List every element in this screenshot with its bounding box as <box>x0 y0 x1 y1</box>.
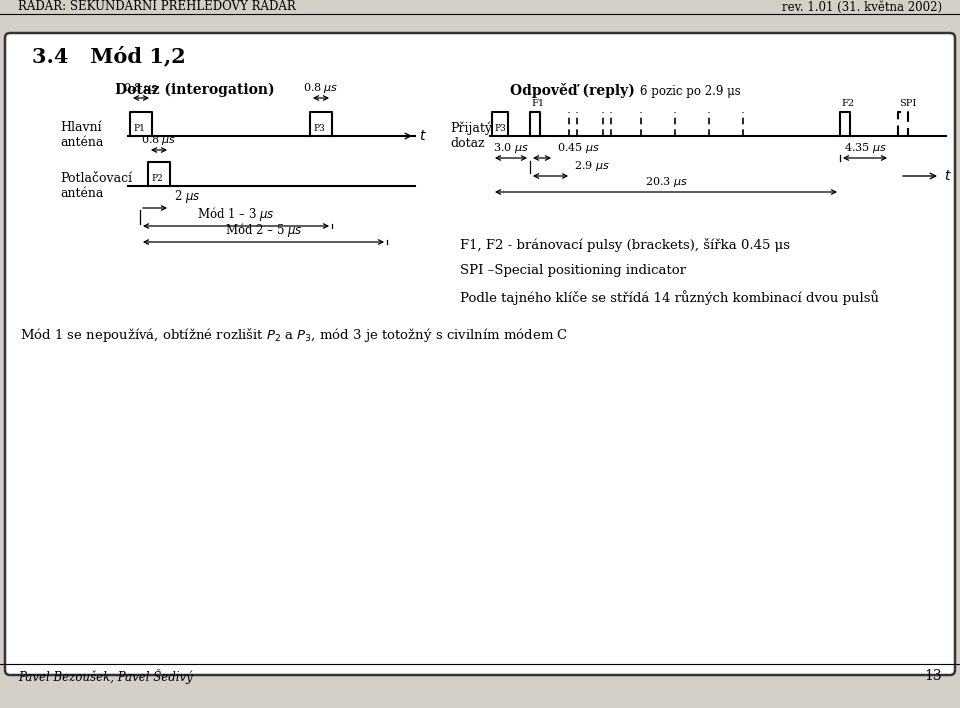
Text: Pavel Bezoušek, Pavel Šedivý: Pavel Bezoušek, Pavel Šedivý <box>18 668 193 683</box>
Text: Přijatý
dotaz: Přijatý dotaz <box>450 122 492 150</box>
Text: Odpověď (reply): Odpověď (reply) <box>510 83 635 98</box>
Text: SPI –Special positioning indicator: SPI –Special positioning indicator <box>460 264 686 277</box>
FancyBboxPatch shape <box>5 33 955 675</box>
Text: $t$: $t$ <box>419 129 427 143</box>
Text: 4.35 $\mu s$: 4.35 $\mu s$ <box>844 141 886 155</box>
Text: Mód 1 se nepoužívá, obtížné rozlišit $P_2$ a $P_3$, mód 3 je totožný s civilním : Mód 1 se nepoužívá, obtížné rozlišit $P_… <box>20 326 568 344</box>
Text: P2: P2 <box>151 174 163 183</box>
Text: F1, F2 - bránovací pulsy (brackets), šířka 0.45 μs: F1, F2 - bránovací pulsy (brackets), šíř… <box>460 238 790 252</box>
Text: P3: P3 <box>313 124 324 133</box>
Text: rev. 1.01 (31. května 2002): rev. 1.01 (31. května 2002) <box>781 1 942 13</box>
Text: Hlavní
anténa: Hlavní anténa <box>60 121 104 149</box>
Text: F1: F1 <box>531 99 544 108</box>
Text: 0.8 $\mu s$: 0.8 $\mu s$ <box>123 81 158 95</box>
Text: Dotaz (interogation): Dotaz (interogation) <box>115 83 275 97</box>
Text: 3.0 $\mu s$: 3.0 $\mu s$ <box>493 141 529 155</box>
Text: SPI: SPI <box>899 99 917 108</box>
Text: 6 pozic po 2.9 μs: 6 pozic po 2.9 μs <box>639 85 740 98</box>
Text: RADAR: SEKUNDÁRNÍ PŘEHLEDOVÝ RADAR: RADAR: SEKUNDÁRNÍ PŘEHLEDOVÝ RADAR <box>18 1 296 13</box>
Text: 0.45 $\mu s$: 0.45 $\mu s$ <box>557 141 600 155</box>
Text: 3.4   Mód 1,2: 3.4 Mód 1,2 <box>32 46 185 67</box>
Text: F2: F2 <box>841 99 854 108</box>
Text: P3: P3 <box>494 124 506 133</box>
Text: $t$: $t$ <box>944 169 952 183</box>
Text: Potlačovací
anténa: Potlačovací anténa <box>60 172 132 200</box>
Text: Podle tajného klíče se střídá 14 různých kombinací dvou pulsů: Podle tajného klíče se střídá 14 různých… <box>460 290 879 305</box>
Text: 2 $\mu s$: 2 $\mu s$ <box>174 188 201 205</box>
Text: 0.8 $\mu s$: 0.8 $\mu s$ <box>303 81 339 95</box>
Text: 13: 13 <box>924 669 942 683</box>
Text: 20.3 $\mu s$: 20.3 $\mu s$ <box>644 175 687 189</box>
Text: 0.8 $\mu s$: 0.8 $\mu s$ <box>141 133 177 147</box>
Text: 2.9 $\mu s$: 2.9 $\mu s$ <box>574 159 610 173</box>
Text: Mód 1 – 3 $\mu s$: Mód 1 – 3 $\mu s$ <box>197 205 275 223</box>
Text: Mód 2 – 5 $\mu s$: Mód 2 – 5 $\mu s$ <box>225 221 302 239</box>
Text: P1: P1 <box>133 124 145 133</box>
